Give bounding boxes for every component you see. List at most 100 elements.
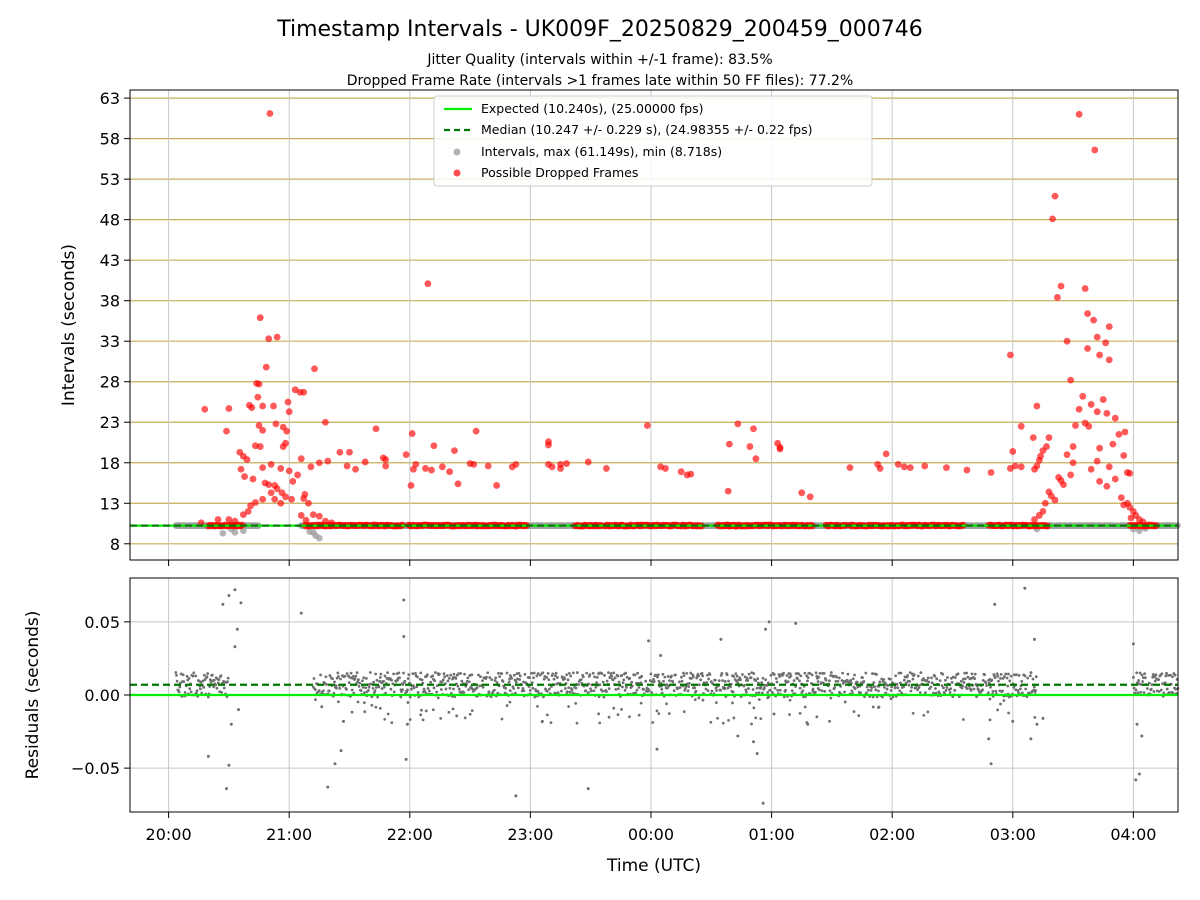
residual-point <box>383 674 387 678</box>
residual-point <box>882 678 886 681</box>
residual-point <box>178 685 182 689</box>
dropped-frame-point <box>1084 345 1091 352</box>
residual-point <box>406 688 409 692</box>
residual-point <box>1137 772 1141 776</box>
residual-point <box>691 675 695 679</box>
residual-point <box>402 635 406 638</box>
residual-point <box>987 691 990 695</box>
residual-point <box>1153 679 1157 683</box>
residual-point <box>551 672 555 676</box>
residuals-y-ticks: 0.05 0.00 −0.05 <box>71 613 130 778</box>
residual-point <box>851 677 855 681</box>
residual-point <box>420 678 424 682</box>
residual-point <box>620 674 624 677</box>
residual-point <box>567 686 571 690</box>
residual-point <box>350 710 354 714</box>
residual-point <box>518 674 522 678</box>
residual-point <box>940 684 944 688</box>
residual-point <box>1132 686 1136 690</box>
residual-point <box>605 679 609 683</box>
residual-point <box>911 711 915 715</box>
residual-point <box>962 681 966 684</box>
residual-point <box>886 684 890 687</box>
residual-point <box>891 695 895 699</box>
residual-point <box>988 718 992 722</box>
residual-point <box>800 691 804 695</box>
dropped-frame-point <box>438 463 446 471</box>
residual-point <box>959 679 963 683</box>
dropped-frame-point <box>734 420 742 428</box>
residual-point <box>739 678 742 682</box>
residual-point <box>948 691 952 694</box>
dropped-frame-point <box>272 420 280 428</box>
residual-point <box>536 672 540 675</box>
residual-point <box>589 689 593 693</box>
residual-point <box>420 708 423 712</box>
residual-point <box>419 671 423 675</box>
residual-point <box>579 678 583 682</box>
dropped-frame-point <box>1096 444 1104 452</box>
dropped-frame-point <box>225 516 233 523</box>
x-tick-label: 20:00 <box>146 825 192 844</box>
residual-point <box>1041 716 1045 720</box>
residual-point <box>911 677 915 681</box>
residual-point <box>392 672 395 676</box>
residual-point <box>972 687 976 691</box>
dropped-frame-point <box>1120 452 1128 459</box>
residual-point <box>374 672 378 676</box>
residual-point <box>575 721 579 725</box>
residual-point <box>1145 687 1149 690</box>
residual-point <box>989 762 993 766</box>
dropped-frame-point <box>1006 351 1014 359</box>
residual-point <box>857 714 861 717</box>
residual-point <box>612 671 616 675</box>
residual-point <box>324 675 328 679</box>
dropped-frame-point <box>284 398 292 406</box>
residual-point <box>1143 676 1147 680</box>
residual-point <box>1171 691 1175 695</box>
intervals-y-tick-label: 18 <box>100 454 120 473</box>
residual-point <box>554 674 557 678</box>
residual-point <box>814 671 818 675</box>
residual-point <box>575 671 579 674</box>
dropped-frame-point <box>408 430 416 437</box>
residual-point <box>468 712 472 716</box>
residual-point <box>790 689 794 693</box>
residual-point <box>206 695 210 699</box>
residual-point <box>574 702 578 705</box>
dropped-frame-point <box>1033 402 1041 410</box>
dropped-frame-point <box>259 495 267 503</box>
residual-point <box>369 682 373 686</box>
residual-point <box>1137 678 1141 682</box>
residual-point <box>871 705 875 709</box>
residual-point <box>953 676 957 679</box>
dropped-frame-point <box>602 465 610 472</box>
residual-point <box>222 686 226 690</box>
residual-point <box>1173 673 1177 677</box>
residual-point <box>239 601 243 605</box>
residual-point <box>759 685 763 689</box>
residual-point <box>1131 642 1135 646</box>
residual-point <box>873 685 876 689</box>
residual-point <box>390 678 393 682</box>
residual-point <box>567 671 571 675</box>
residual-point <box>1014 673 1018 677</box>
residuals-y-tick-label: 0.05 <box>84 613 120 632</box>
residual-point <box>481 685 485 689</box>
residual-point <box>761 801 765 805</box>
residual-point <box>774 677 778 680</box>
residual-reference-lines <box>130 683 1178 697</box>
residual-point <box>314 698 317 702</box>
residual-point <box>565 673 569 677</box>
residual-point <box>757 691 761 694</box>
residual-point <box>571 691 575 695</box>
residual-point <box>217 678 221 681</box>
residual-point <box>665 702 668 706</box>
dropped-frame-point <box>1096 477 1104 485</box>
x-tick-label: 02:00 <box>869 825 915 844</box>
residual-point <box>914 686 917 690</box>
residual-point <box>1138 671 1142 675</box>
residual-point <box>356 700 360 704</box>
residual-point <box>705 681 709 684</box>
dropped-frame-point <box>943 464 950 472</box>
